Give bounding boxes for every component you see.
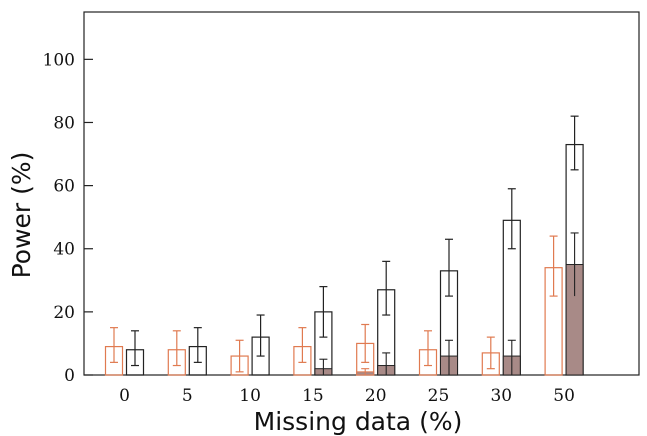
x-tick-label: 0: [119, 386, 130, 406]
x-tick-label: 50: [553, 386, 575, 406]
y-axis: 0 20 40 60 80 100: [43, 50, 93, 386]
x-tick-label: 15: [302, 386, 324, 406]
y-tick-label: 100: [43, 50, 75, 70]
y-tick-label: 20: [53, 303, 75, 323]
plot-border: [83, 11, 640, 376]
y-tick-label: 0: [64, 366, 75, 386]
y-tick-label: 80: [53, 113, 75, 133]
x-tick-label: 25: [428, 386, 450, 406]
y-tick-label: 60: [53, 177, 75, 197]
y-axis-title: Power (%): [7, 152, 36, 279]
plot-frame: [83, 11, 640, 376]
x-tick-label: 10: [239, 386, 261, 406]
x-tick-label: 30: [490, 386, 512, 406]
x-tick-label: 5: [182, 386, 193, 406]
bar-group: [104, 115, 584, 376]
y-tick-label: 40: [53, 240, 75, 260]
x-axis-title: Missing data (%): [254, 407, 463, 436]
x-tick-label: 20: [365, 386, 387, 406]
x-axis: 0 5 10 15 20 25 30 50: [119, 386, 575, 406]
